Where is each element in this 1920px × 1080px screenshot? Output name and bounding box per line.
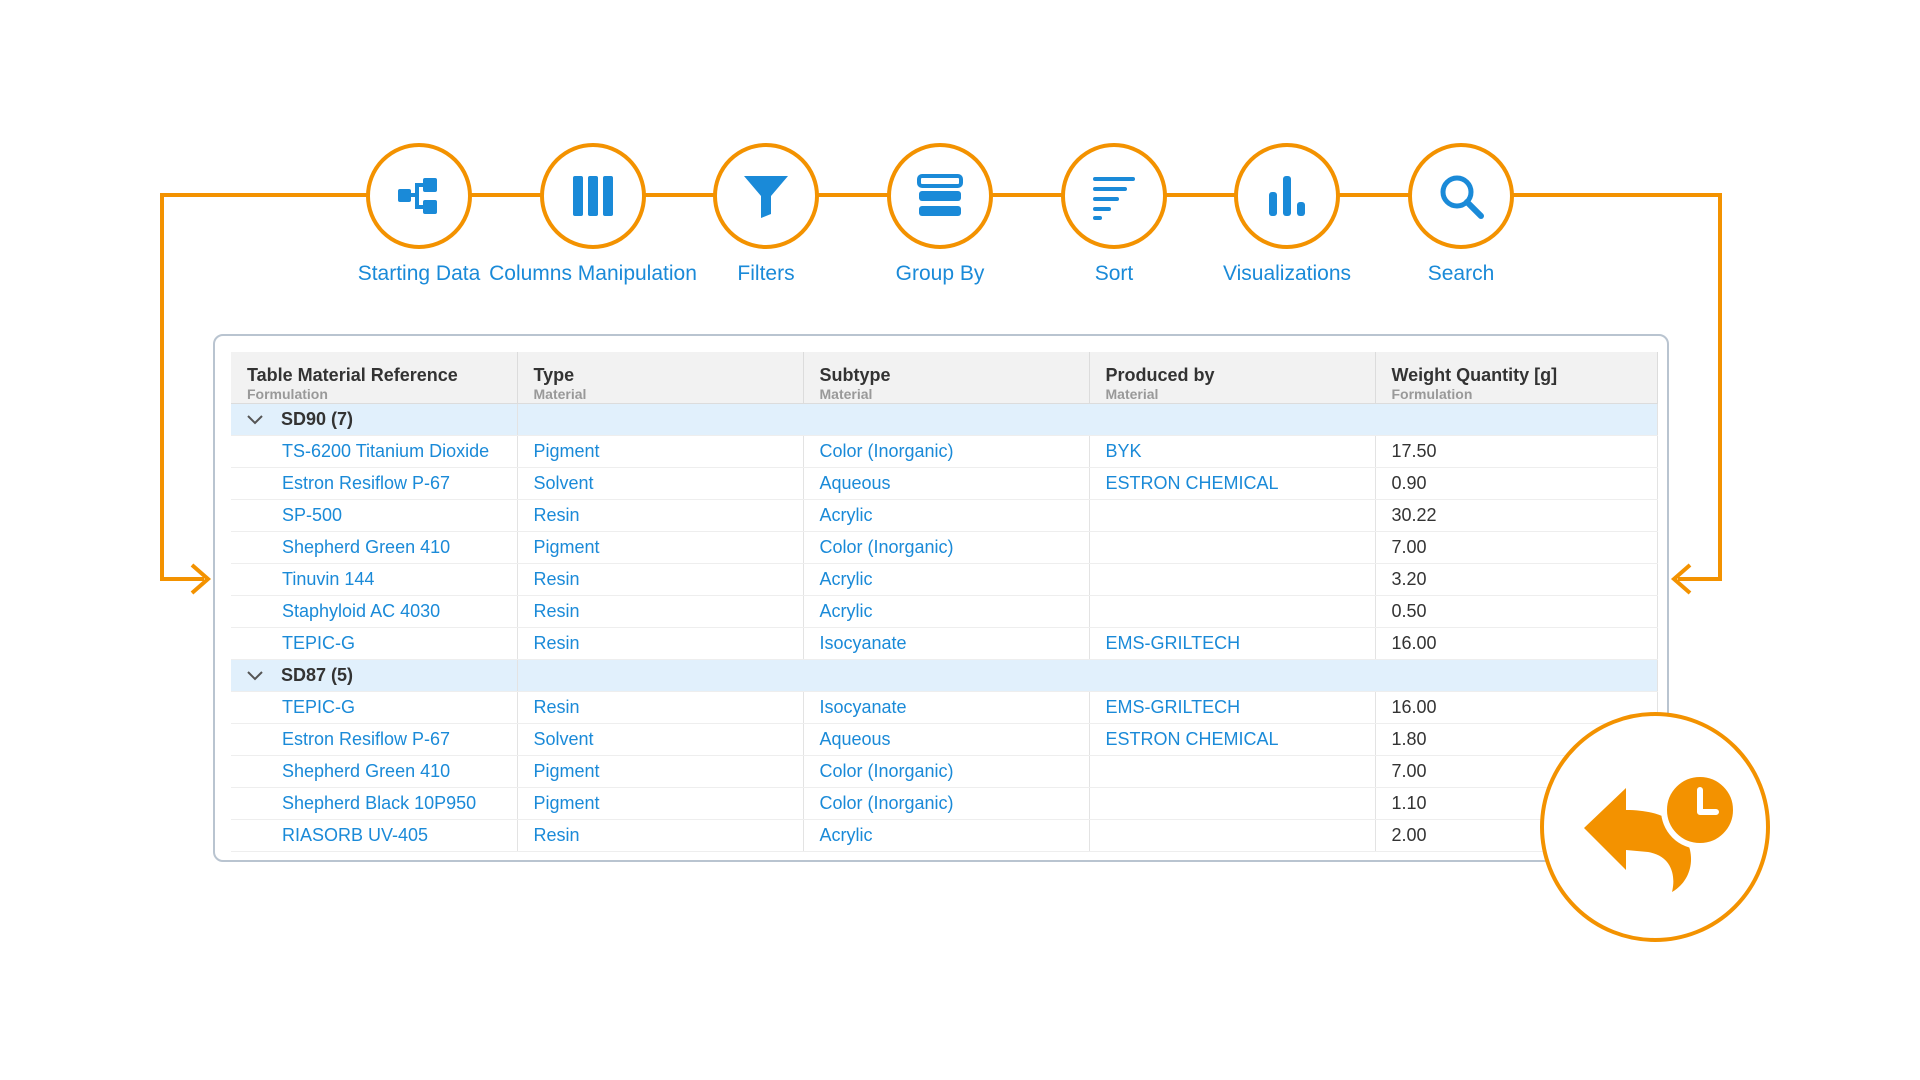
table-row[interactable]: TEPIC-G Resin Isocyanate EMS-GRILTECH 16.00 [231, 691, 1658, 724]
column-header[interactable]: Weight Quantity [g] Formulation [1375, 352, 1658, 404]
bar-chart-icon [1234, 143, 1340, 249]
materials-table: Table Material Reference Formulation Type… [231, 352, 1658, 852]
table-header-row: Table Material Reference Formulation Type… [231, 352, 1658, 404]
sort-lines-icon [1061, 143, 1167, 249]
column-header[interactable]: Table Material Reference Formulation [231, 352, 518, 404]
group-count: (5) [331, 664, 354, 685]
table-row[interactable]: Staphyloid AC 4030 Resin Acrylic 0.50 [231, 595, 1658, 628]
step-label: Sort [1094, 262, 1134, 285]
columns-icon [540, 143, 646, 249]
data-table-panel: Table Material Reference Formulation Type… [213, 334, 1669, 862]
table-row[interactable]: Shepherd Black 10P950 Pigment Color (Inorg… [231, 787, 1658, 820]
step-label: Filters [737, 262, 795, 285]
chevron-down-icon[interactable] [247, 409, 269, 430]
group-name: SD90 [281, 408, 327, 429]
table-row[interactable]: Estron Resiflow P-67 Solvent Aqueous ESTRON… [231, 723, 1658, 756]
table-row[interactable]: SP-500 Resin Acrylic 30.22 [231, 499, 1658, 532]
table-row[interactable]: TEPIC-G Resin Isocyanate EMS-GRILTECH 16.00 [231, 627, 1658, 660]
table-row[interactable]: Tinuvin 144 Resin Acrylic 3.20 [231, 563, 1658, 596]
table-row[interactable]: TS-6200 Titanium Dioxide Pigment Color (In… [231, 435, 1658, 468]
group-row-sd90[interactable]: SD90 (7) [231, 403, 1658, 436]
table-row[interactable]: Shepherd Green 410 Pigment Color (Inorgani… [231, 531, 1658, 564]
magnifier-icon [1408, 143, 1514, 249]
stack-icon [887, 143, 993, 249]
column-header[interactable]: Type Material [517, 352, 804, 404]
step-label: Group By [895, 262, 985, 285]
table-row[interactable]: Estron Resiflow P-67 Solvent Aqueous ESTRON… [231, 467, 1658, 500]
step-label: Search [1427, 262, 1495, 285]
funnel-icon [713, 143, 819, 249]
group-name: SD87 [281, 664, 327, 685]
step-label: Visualizations [1222, 262, 1352, 285]
step-label: Starting Data [357, 262, 481, 285]
group-count: (7) [331, 408, 354, 429]
column-header[interactable]: Produced by Material [1089, 352, 1376, 404]
table-row[interactable]: Shepherd Green 410 Pigment Color (Inorgani… [231, 755, 1658, 788]
table-row[interactable]: RIASORB UV-405 Resin Acrylic 2.00 [231, 819, 1658, 852]
group-row-sd87[interactable]: SD87 (5) [231, 659, 1658, 692]
undo-history-icon [1584, 771, 1739, 892]
chevron-down-icon[interactable] [247, 665, 269, 686]
undo-history-button[interactable] [1540, 712, 1770, 942]
hierarchy-icon [366, 143, 472, 249]
column-header[interactable]: Subtype Material [803, 352, 1090, 404]
step-label: Columns Manipulation [489, 262, 697, 285]
